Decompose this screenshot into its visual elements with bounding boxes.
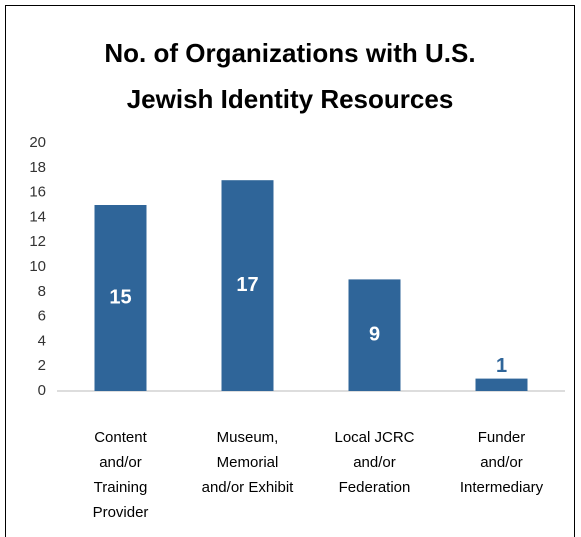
chart-title: No. of Organizations with U.S. Jewish Id… [104, 38, 476, 114]
bar [221, 180, 274, 391]
data-label: 15 [109, 286, 131, 308]
x-tick-label: Content and/or Training Provider [92, 429, 149, 521]
data-label: 1 [496, 355, 507, 377]
y-tick-label: 2 [38, 357, 46, 374]
bar [94, 205, 147, 391]
x-tick-label: Funder and/or Intermediary [459, 429, 544, 496]
bar [475, 378, 528, 391]
data-label: 17 [236, 274, 258, 296]
data-label: 9 [369, 323, 380, 345]
y-tick-label: 0 [38, 382, 46, 399]
y-tick-label: 6 [38, 308, 46, 325]
x-tick-label: Local JCRC and/or Federation [334, 429, 415, 496]
y-tick-label: 18 [29, 159, 46, 176]
y-tick-label: 14 [29, 208, 46, 225]
y-tick-label: 16 [29, 184, 46, 201]
y-tick-label: 10 [29, 258, 46, 275]
y-tick-label: 20 [29, 134, 46, 151]
y-tick-label: 8 [38, 283, 46, 300]
y-tick-label: 12 [29, 233, 46, 250]
x-tick-label: Museum, Memorial and/or Exhibit [201, 429, 294, 496]
y-tick-label: 4 [38, 332, 46, 349]
chart-border [5, 5, 575, 537]
bar [348, 279, 401, 391]
